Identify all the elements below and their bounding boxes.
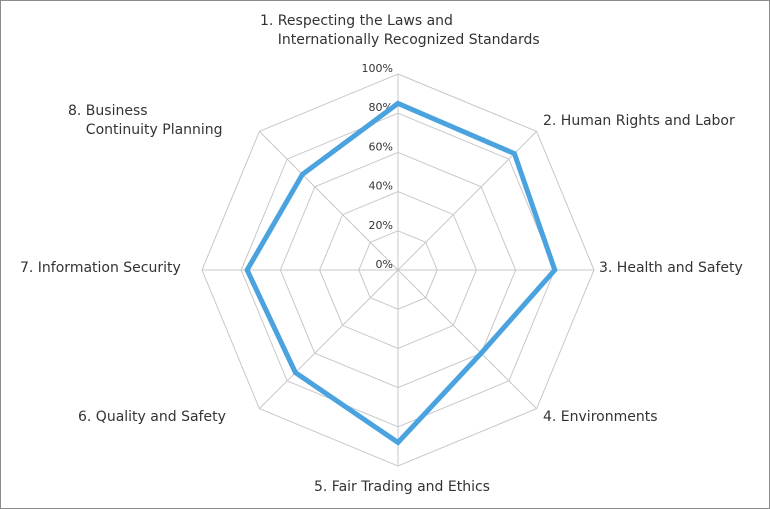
category-label-6: 6. Quality and Safety xyxy=(78,409,226,425)
category-label-1: 1. Respecting the Laws and International… xyxy=(260,13,540,48)
category-label-8: 8. Business Continuity Planning xyxy=(68,103,223,138)
radial-tick-label: 20% xyxy=(369,219,393,232)
category-label-2: 2. Human Rights and Labor xyxy=(543,113,735,129)
grid-spoke-8 xyxy=(259,131,399,271)
category-label-7: 7. Information Security xyxy=(20,260,181,276)
radial-tick-label: 60% xyxy=(369,140,393,153)
grid-spoke-6 xyxy=(259,269,399,409)
category-label-3: 3. Health and Safety xyxy=(599,260,743,276)
radial-tick-label: 100% xyxy=(362,62,393,75)
radial-tick-label: 0% xyxy=(376,258,393,271)
category-label-5: 5. Fair Trading and Ethics xyxy=(314,479,490,495)
category-label-4: 4. Environments xyxy=(543,409,658,425)
radial-tick-label: 40% xyxy=(369,180,393,193)
grid-spoke-4 xyxy=(397,269,537,409)
